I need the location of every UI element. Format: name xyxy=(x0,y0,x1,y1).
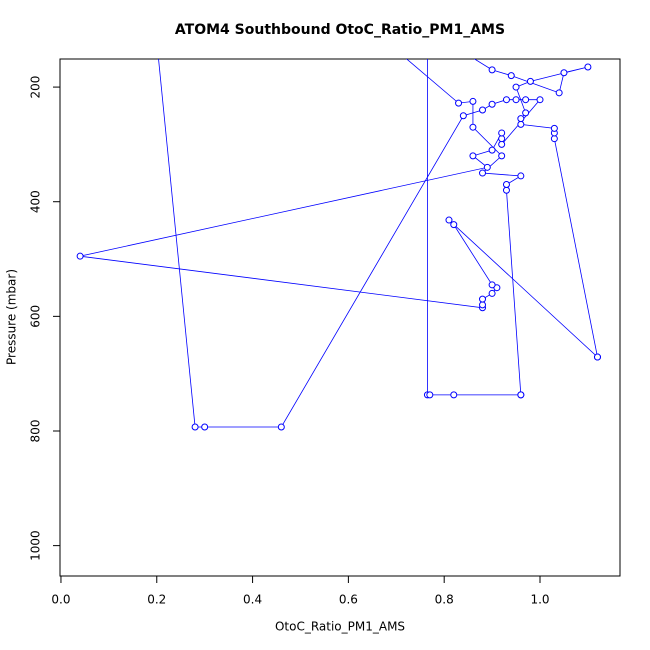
data-point xyxy=(550,124,558,132)
data-point xyxy=(483,163,491,171)
data-point xyxy=(507,72,515,80)
data-point xyxy=(201,423,209,431)
y-tick-label: 400 xyxy=(29,190,43,213)
data-point xyxy=(450,221,458,229)
data-point xyxy=(488,100,496,108)
y-tick-label: 1000 xyxy=(29,530,43,561)
data-point xyxy=(277,423,285,431)
data-point xyxy=(426,391,434,399)
data-point xyxy=(445,216,453,224)
x-tick-label: 0.6 xyxy=(339,593,358,607)
y-axis-label: Pressure (mbar) xyxy=(5,269,19,365)
data-point xyxy=(502,96,510,104)
data-point xyxy=(488,146,496,154)
y-tick-label: 600 xyxy=(29,305,43,328)
data-point xyxy=(512,83,520,91)
data-point xyxy=(154,38,160,44)
data-point xyxy=(498,140,506,148)
data-point xyxy=(191,423,199,431)
data-point xyxy=(479,169,487,177)
x-axis-label: OtoC_Ratio_PM1_AMS xyxy=(275,620,405,634)
data-point xyxy=(479,295,487,303)
data-point xyxy=(593,353,601,361)
data-point xyxy=(517,391,525,399)
data-point xyxy=(560,69,568,77)
data-point xyxy=(488,289,496,297)
data-point xyxy=(459,112,467,120)
x-tick-label: 0.4 xyxy=(243,593,262,607)
data-point xyxy=(450,391,458,399)
plot-area xyxy=(76,38,601,431)
data-point xyxy=(522,96,530,104)
data-point xyxy=(584,63,592,71)
data-point xyxy=(526,77,534,85)
data-point xyxy=(550,135,558,143)
data-point xyxy=(498,129,506,137)
data-point xyxy=(522,109,530,117)
chart-title: ATOM4 Southbound OtoC_Ratio_PM1_AMS xyxy=(175,22,505,38)
data-point xyxy=(488,281,496,289)
data-point xyxy=(469,123,477,131)
y-tick-label: 200 xyxy=(29,76,43,99)
data-point xyxy=(479,301,487,309)
data-point xyxy=(498,152,506,160)
data-point xyxy=(536,96,544,104)
data-point xyxy=(498,135,506,143)
data-point xyxy=(502,186,510,194)
data-point xyxy=(479,106,487,114)
data-point xyxy=(517,172,525,180)
data-point xyxy=(512,96,520,104)
data-point xyxy=(469,152,477,160)
data-point xyxy=(517,120,525,128)
data-line xyxy=(80,59,599,428)
plot-box xyxy=(59,58,621,577)
data-point xyxy=(76,252,84,260)
x-tick-label: 1.0 xyxy=(530,593,549,607)
data-point xyxy=(469,97,477,105)
data-point xyxy=(488,66,496,74)
x-tick-label: 0.0 xyxy=(51,593,70,607)
x-tick-label: 0.8 xyxy=(435,593,454,607)
data-point xyxy=(502,181,510,189)
data-point xyxy=(517,115,525,123)
y-tick-label: 800 xyxy=(29,420,43,443)
data-point xyxy=(455,99,463,107)
x-tick-label: 0.2 xyxy=(147,593,166,607)
data-point xyxy=(555,89,563,97)
